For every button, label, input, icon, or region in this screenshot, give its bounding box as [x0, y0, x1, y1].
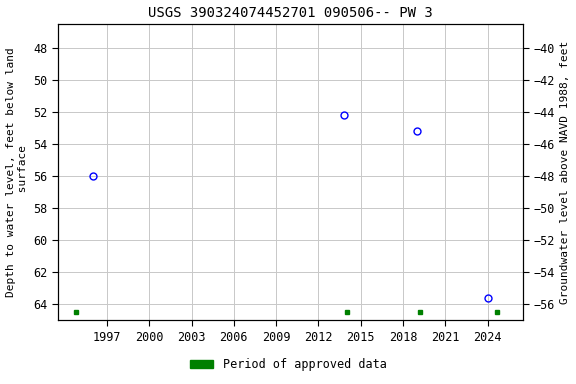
Y-axis label: Depth to water level, feet below land
 surface: Depth to water level, feet below land su…: [6, 47, 28, 297]
Legend: Period of approved data: Period of approved data: [185, 354, 391, 376]
Title: USGS 390324074452701 090506-- PW 3: USGS 390324074452701 090506-- PW 3: [148, 6, 433, 20]
Y-axis label: Groundwater level above NAVD 1988, feet: Groundwater level above NAVD 1988, feet: [560, 40, 570, 304]
